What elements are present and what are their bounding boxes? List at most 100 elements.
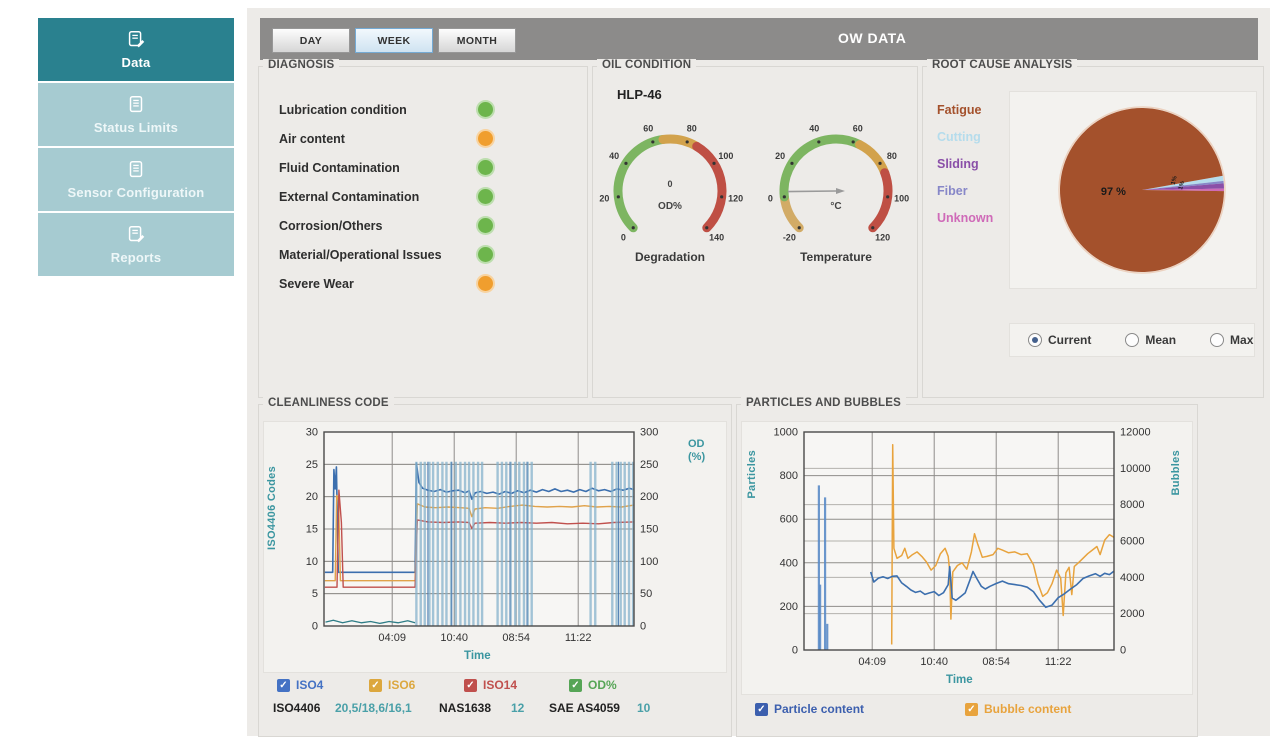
svg-text:2000: 2000 (1120, 608, 1144, 620)
particles-panel: PARTICLES AND BUBBLES Particles 0 200 400 6… (736, 397, 1198, 737)
svg-text:80: 80 (687, 124, 697, 134)
sidebar-item-label: Data (121, 55, 151, 70)
sidebar-item-sensor-configuration[interactable]: Sensor Configuration (38, 148, 234, 211)
svg-text:08:54: 08:54 (502, 632, 530, 644)
bubble-content-checkbox[interactable]: ✓ (965, 702, 978, 716)
svg-text:0: 0 (621, 233, 626, 243)
svg-text:250: 250 (640, 459, 658, 471)
diagnosis-row: Corrosion/Others (279, 211, 569, 240)
svg-text:10:40: 10:40 (440, 632, 468, 644)
svg-text:300: 300 (640, 427, 658, 439)
pie-chart-card: 97 % 1% 1% (1009, 91, 1257, 289)
sidebar-item-label: Status Limits (93, 120, 179, 135)
check-icon: ✓ (371, 679, 380, 691)
day-button[interactable]: DAY (272, 28, 350, 53)
svg-text:11:22: 11:22 (1045, 656, 1072, 668)
svg-text:150: 150 (640, 524, 658, 536)
svg-text:04:09: 04:09 (378, 632, 406, 644)
topbar: DAY WEEK MONTH OW DATA (260, 18, 1258, 60)
legend-fiber: Fiber (937, 184, 968, 198)
panel-title: DIAGNOSIS (263, 59, 340, 71)
sidebar-item-reports[interactable]: Reports (38, 213, 234, 276)
svg-text:1%: 1% (1171, 175, 1179, 186)
diagnosis-row: Air content (279, 124, 569, 153)
svg-text:1%: 1% (1178, 180, 1186, 191)
check-icon: ✓ (279, 679, 288, 691)
aggregation-options: Current Mean Max (1009, 323, 1255, 357)
svg-text:97 %: 97 % (1101, 186, 1126, 198)
svg-text:0: 0 (768, 193, 773, 203)
svg-text:°C: °C (830, 201, 841, 212)
svg-text:5: 5 (312, 588, 318, 600)
svg-text:0: 0 (792, 645, 798, 657)
svg-text:08:54: 08:54 (982, 656, 1010, 668)
legend-unknown: Unknown (937, 211, 994, 225)
standard-name: NAS1638 (439, 701, 492, 715)
pie-legend: Fatigue Cutting Sliding Fiber Unknown (937, 103, 993, 238)
radio-button-icon[interactable] (1210, 333, 1225, 347)
svg-text:10000: 10000 (1120, 463, 1151, 475)
time-range-buttons: DAY WEEK MONTH (272, 28, 516, 53)
panel-title: ROOT CAUSE ANALYSIS (927, 59, 1078, 71)
month-button[interactable]: MONTH (438, 28, 516, 53)
iso4-checkbox[interactable]: ✓ (277, 678, 290, 692)
svg-text:600: 600 (780, 514, 798, 526)
status-dot (476, 100, 495, 119)
svg-text:120: 120 (728, 193, 743, 203)
status-dot (476, 187, 495, 206)
svg-text:0: 0 (312, 621, 318, 633)
standard-value: 12 (511, 701, 525, 715)
cleanliness-panel: CLEANLINESS CODE ISO4406 Codes 0 5 10 15 20 2… (258, 397, 732, 737)
diagnosis-row: External Contamination (279, 182, 569, 211)
legend-od: ✓ OD% (569, 678, 617, 692)
radio-mean[interactable]: Mean (1125, 333, 1176, 347)
status-dot (476, 216, 495, 235)
svg-text:20: 20 (599, 193, 609, 203)
panel-title: OIL CONDITION (597, 59, 697, 71)
iso6-checkbox[interactable]: ✓ (369, 678, 382, 692)
svg-text:6000: 6000 (1120, 536, 1144, 548)
particles-chart-card: Particles 0 200 400 600 800 1000 0 2000 4000 6000… (741, 421, 1193, 695)
radio-button-icon[interactable] (1125, 333, 1140, 347)
standard-value: 10 (637, 701, 651, 715)
sidebar: Data Status Limits Sensor Configuration … (38, 18, 234, 278)
root-cause-pie-chart: 97 % 1%1% (1058, 106, 1226, 274)
svg-text:10: 10 (306, 556, 318, 568)
diagnosis-row: Lubrication condition (279, 95, 569, 124)
particle-content-checkbox[interactable]: ✓ (755, 702, 768, 716)
svg-text:100: 100 (894, 193, 909, 203)
svg-text:12000: 12000 (1120, 427, 1151, 439)
temperature-gauge: -20 0 20 40 60 80 100 120 °C Temperature (761, 119, 911, 264)
svg-text:30: 30 (306, 427, 318, 439)
legend-iso6: ✓ ISO6 (369, 678, 415, 692)
legend-cutting: Cutting (937, 130, 981, 144)
page-title: OW DATA (838, 30, 907, 46)
panel-title: PARTICLES AND BUBBLES (741, 397, 906, 409)
iso14-checkbox[interactable]: ✓ (464, 678, 477, 692)
svg-text:100: 100 (718, 151, 733, 161)
svg-text:11:22: 11:22 (565, 632, 592, 644)
document-lines-icon (129, 96, 143, 113)
legend-iso4: ✓ ISO4 (277, 678, 323, 692)
svg-text:20: 20 (775, 151, 785, 161)
diagnosis-list: Lubrication condition Air content Fluid … (279, 95, 569, 298)
y-axis-left-label: Particles (746, 450, 758, 499)
svg-text:04:09: 04:09 (858, 656, 886, 668)
week-button[interactable]: WEEK (355, 28, 433, 53)
status-dot (476, 129, 495, 148)
svg-text:0: 0 (667, 179, 672, 189)
legend-fatigue: Fatigue (937, 103, 982, 117)
sidebar-item-data[interactable]: Data (38, 18, 234, 81)
svg-text:200: 200 (780, 601, 798, 613)
document-pencil-icon (128, 226, 145, 243)
sidebar-item-status-limits[interactable]: Status Limits (38, 83, 234, 146)
y-axis-right-label: OD (%) (688, 438, 706, 463)
svg-text:-20: -20 (783, 233, 796, 243)
radio-button-icon[interactable] (1028, 333, 1042, 347)
svg-text:8000: 8000 (1120, 499, 1144, 511)
od-checkbox[interactable]: ✓ (569, 678, 582, 692)
standard-value: 20,5/18,6/16,1 (335, 701, 412, 715)
radio-current[interactable]: Current (1028, 333, 1091, 347)
radio-max[interactable]: Max (1210, 333, 1253, 347)
